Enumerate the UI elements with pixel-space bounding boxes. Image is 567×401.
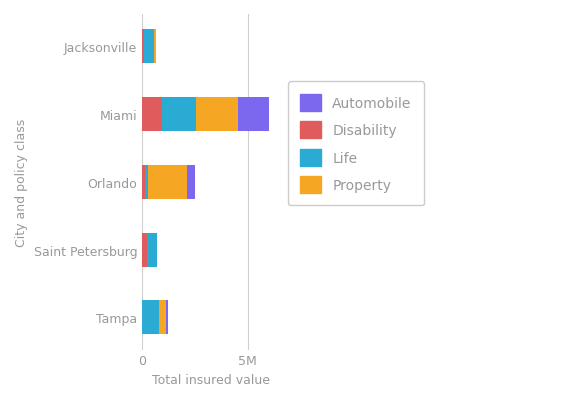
Bar (162, 98, 196, 132)
Y-axis label: City and policy class: City and policy class (15, 118, 28, 246)
Bar (142, 166, 145, 199)
Bar (142, 301, 159, 334)
Bar (142, 98, 162, 132)
Legend: Automobile, Disability, Life, Property: Automobile, Disability, Life, Property (288, 82, 424, 206)
Bar (238, 98, 269, 132)
Bar (187, 166, 195, 199)
Bar (142, 30, 144, 64)
Bar (196, 98, 238, 132)
X-axis label: Total insured value: Total insured value (152, 373, 270, 386)
Bar (148, 166, 187, 199)
Bar (154, 30, 156, 64)
Bar (142, 233, 147, 267)
Bar (166, 301, 168, 334)
Bar (145, 166, 148, 199)
Bar (159, 301, 166, 334)
Bar (144, 30, 154, 64)
Bar (147, 233, 157, 267)
